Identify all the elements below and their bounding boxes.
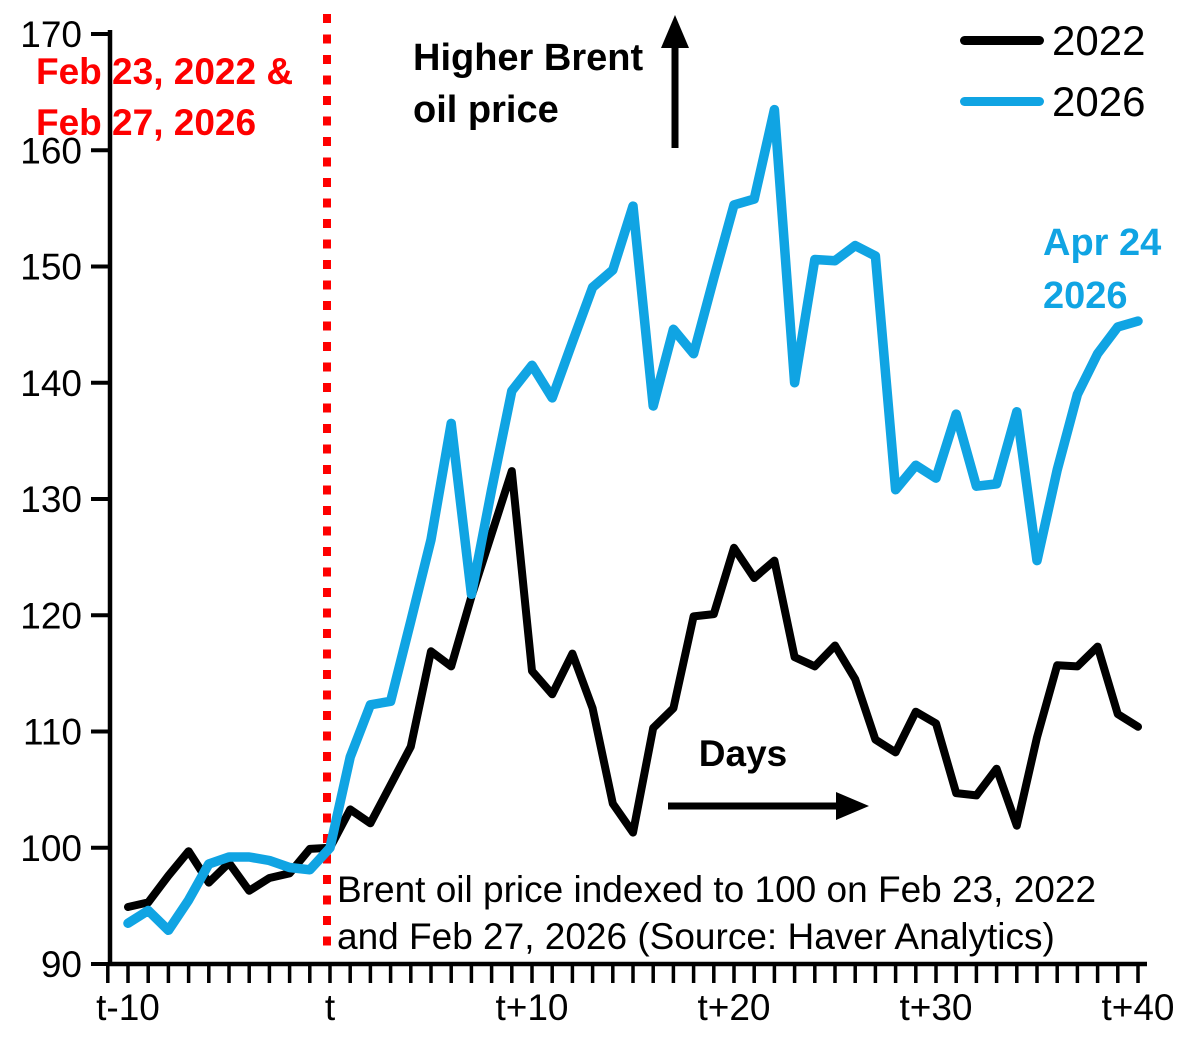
x-tick-label: t+30 [899,987,972,1028]
x-tick-label: t+20 [697,987,770,1028]
apr-2026-line1: Apr 24 [1043,222,1162,264]
right-arrow-head [836,792,869,820]
up-arrow-head [661,15,689,48]
x-tick-label: t+40 [1101,987,1174,1028]
days-axis-annotation: Days [698,733,788,774]
higher-price-line2: oil price [413,89,559,131]
legend-swatch-2022 [960,36,1044,45]
source-footnote: Brent oil price indexed to 100 on Feb 23… [337,866,1096,960]
y-tick-label: 170 [20,14,82,55]
series-2026-line [123,104,1143,936]
y-tick-label: 150 [20,247,82,288]
event-date-line1: Feb 23, 2022 & [36,51,294,92]
legend-label-2026: 2026 [1052,77,1146,125]
y-tick-label: 90 [41,944,82,985]
event-date-line2: Feb 27, 2026 [36,102,257,143]
legend-label-2022: 2022 [1052,16,1146,64]
y-tick-label: 100 [20,828,82,869]
series-2022-line [124,467,1142,911]
x-tick-label: t-10 [96,987,160,1028]
legend-item-2026: 2026 [960,71,1145,132]
y-tick-label: 160 [20,130,82,171]
y-tick-label: 120 [20,595,82,636]
event-date-annotation: Feb 23, 2022 & Feb 27, 2026 [36,46,293,148]
footnote-line1: Brent oil price indexed to 100 on Feb 23… [337,869,1097,910]
x-tick-label: t [325,987,336,1028]
legend-swatch-2026 [960,97,1044,106]
apr-2026-annotation: Apr 24 2026 [1043,217,1161,323]
y-tick-label: 140 [20,363,82,404]
legend-item-2022: 2022 [960,10,1145,71]
higher-price-annotation: Higher Brent oil price [413,32,643,136]
higher-price-line1: Higher Brent [413,37,644,79]
x-tick-label: t+10 [495,987,568,1028]
y-tick-label: 130 [20,479,82,520]
legend: 2022 2026 [960,10,1145,132]
apr-2026-line2: 2026 [1043,275,1128,317]
footnote-line2: and Feb 27, 2026 (Source: Haver Analytic… [337,916,1055,957]
y-tick-label: 110 [23,712,82,753]
